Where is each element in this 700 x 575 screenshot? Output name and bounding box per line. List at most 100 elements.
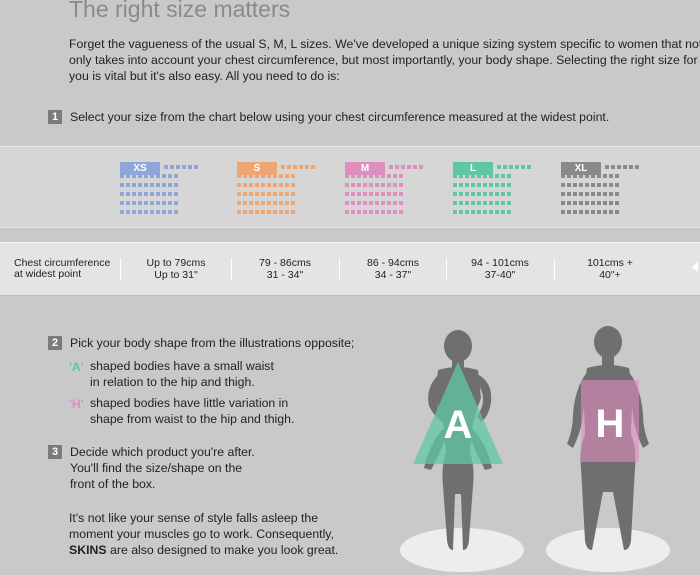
- size-dot: [501, 201, 505, 205]
- range-cell-xs: Up to 79cms Up to 31": [146, 257, 206, 281]
- size-dot: [345, 174, 349, 178]
- size-dot: [465, 201, 469, 205]
- size-dot: [194, 165, 198, 169]
- size-dot: [279, 183, 283, 187]
- figure-a-platform: [400, 528, 524, 572]
- size-dot: [261, 174, 265, 178]
- size-dot: [150, 183, 154, 187]
- scroll-left-arrow-icon[interactable]: [692, 262, 698, 272]
- size-dot: [387, 192, 391, 196]
- size-dot: [459, 201, 463, 205]
- size-dot: [585, 183, 589, 187]
- size-dot: [515, 165, 519, 169]
- size-dot: [495, 210, 499, 214]
- size-dot: [369, 183, 373, 187]
- size-dot: [483, 210, 487, 214]
- size-dot: [287, 165, 291, 169]
- size-dot: [393, 174, 397, 178]
- size-dot: [174, 183, 178, 187]
- size-dot: [483, 183, 487, 187]
- body-shape-illustrations: A H: [400, 326, 670, 572]
- size-dot: [285, 192, 289, 196]
- size-dot: [585, 192, 589, 196]
- step-2-badge: 2: [48, 336, 62, 350]
- size-dot: [267, 174, 271, 178]
- size-dot: [261, 183, 265, 187]
- size-dot: [579, 201, 583, 205]
- size-dot: [120, 201, 124, 205]
- size-dot: [237, 210, 241, 214]
- size-dot: [401, 165, 405, 169]
- intro-paragraph: Forget the vagueness of the usual S, M, …: [69, 37, 700, 83]
- size-dot: [507, 201, 511, 205]
- size-dot: [279, 201, 283, 205]
- size-dot: [375, 201, 379, 205]
- size-dot: [375, 192, 379, 196]
- size-dot: [603, 174, 607, 178]
- size-dot: [591, 192, 595, 196]
- size-dot: [507, 192, 511, 196]
- size-dot: [144, 210, 148, 214]
- size-dot: [597, 201, 601, 205]
- size-dot: [603, 201, 607, 205]
- size-dot: [174, 192, 178, 196]
- size-dot: [249, 192, 253, 196]
- row-divider: [339, 258, 340, 280]
- size-dot: [573, 192, 577, 196]
- size-dot: [615, 210, 619, 214]
- size-dot: [144, 201, 148, 205]
- size-dot: [591, 201, 595, 205]
- size-dot: [120, 210, 124, 214]
- size-dot: [507, 174, 511, 178]
- step-1-badge: 1: [48, 110, 62, 124]
- size-dot: [503, 165, 507, 169]
- size-dot: [132, 192, 136, 196]
- a-shape-letter: A: [444, 403, 473, 447]
- size-dot: [567, 183, 571, 187]
- size-dot: [255, 174, 259, 178]
- size-dot: [243, 183, 247, 187]
- size-dot: [465, 210, 469, 214]
- size-dot: [561, 183, 565, 187]
- row-divider: [231, 258, 232, 280]
- size-dot: [471, 210, 475, 214]
- size-dot: [156, 201, 160, 205]
- size-dot: [255, 201, 259, 205]
- size-dot: [567, 174, 571, 178]
- size-dot: [363, 174, 367, 178]
- a-shape-triangle: [413, 362, 503, 464]
- size-dot: [591, 183, 595, 187]
- size-dot: [561, 210, 565, 214]
- size-dot: [138, 174, 142, 178]
- size-dot: [255, 183, 259, 187]
- size-dot: [150, 192, 154, 196]
- size-dot: [144, 183, 148, 187]
- size-dot: [345, 201, 349, 205]
- size-dot: [453, 201, 457, 205]
- size-dot: [369, 201, 373, 205]
- size-dot: [459, 183, 463, 187]
- size-dot: [399, 201, 403, 205]
- size-dot: [162, 192, 166, 196]
- size-dot: [357, 201, 361, 205]
- size-dot: [495, 174, 499, 178]
- size-dot: [489, 174, 493, 178]
- size-dot: [150, 174, 154, 178]
- size-dot: [507, 183, 511, 187]
- a-shape-tag: 'A': [69, 360, 84, 374]
- size-dot: [168, 183, 172, 187]
- size-dot: [138, 210, 142, 214]
- size-dot: [150, 201, 154, 205]
- h-shape-tag: 'H': [69, 397, 84, 411]
- range-cell-m: 86 - 94cms 34 - 37": [367, 257, 419, 281]
- size-dot: [162, 201, 166, 205]
- size-dot: [261, 201, 265, 205]
- step-1: 1 Select your size from the chart below …: [48, 110, 609, 124]
- size-dot: [629, 165, 633, 169]
- h-shape-letter: H: [596, 402, 625, 446]
- size-dot: [156, 174, 160, 178]
- row-divider: [554, 258, 555, 280]
- h-shape-rectangle: [581, 380, 639, 462]
- size-dot: [351, 192, 355, 196]
- size-dot: [351, 210, 355, 214]
